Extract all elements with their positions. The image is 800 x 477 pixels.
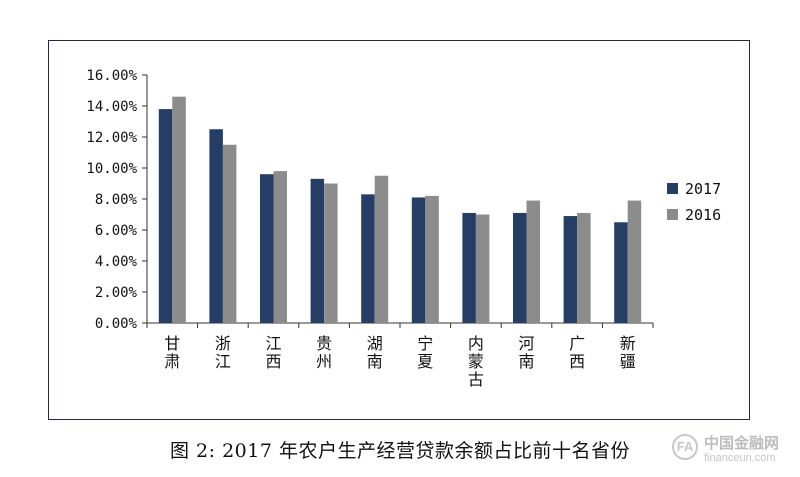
legend-swatch-2017	[667, 183, 678, 194]
category-label: 甘肃	[164, 334, 180, 371]
bar-2017-3	[260, 174, 274, 323]
watermark: FA 中国金融网 financeun.com	[672, 432, 792, 468]
category-label: 新疆	[620, 334, 636, 371]
bar-2016-5	[374, 175, 389, 323]
category-label: 河南	[518, 334, 534, 371]
bar-2016-1	[172, 96, 186, 323]
watermark-logo-icon: FA	[672, 434, 698, 460]
chart-frame: 0.00% 2.00% 4.00% 6.00% 8.00% 10.00% 12.00% 14.…	[48, 40, 750, 420]
bar-2016-7	[475, 214, 490, 323]
figure-caption: 图 2: 2017 年农户生产经营贷款余额占比前十名省份	[170, 440, 630, 462]
bar-2016-6	[425, 195, 439, 323]
bar-2017-4	[310, 178, 325, 323]
y-tick-label: 10.00%	[86, 161, 137, 177]
category-label: 广西	[569, 334, 585, 371]
bar-2017-10	[614, 222, 628, 323]
bar-chart: 0.00% 2.00% 4.00% 6.00% 8.00% 10.00% 12.00% 14.…	[86, 68, 721, 389]
y-tick-label: 16.00%	[86, 68, 137, 84]
bar-2017-5	[361, 194, 375, 323]
bar-2016-8	[526, 200, 540, 323]
legend-label: 2016	[685, 206, 721, 224]
y-tick-label: 12.00%	[86, 130, 137, 146]
y-tick-label: 0.00%	[95, 316, 138, 332]
watermark-name: 中国金融网	[704, 434, 780, 452]
category-label: 宁夏	[417, 334, 433, 371]
bar-2016-2	[222, 144, 237, 323]
bar-2016-10	[627, 200, 642, 323]
bar-2016-3	[273, 171, 287, 323]
y-tick-label: 2.00%	[95, 285, 138, 301]
y-tick-label: 6.00%	[95, 223, 138, 239]
category-label: 内蒙古	[468, 334, 484, 389]
bar-2017-1	[158, 109, 173, 323]
bar-2016-4	[324, 183, 338, 323]
watermark-url: financeun.com	[704, 452, 776, 464]
category-label: 浙江	[215, 334, 231, 371]
y-tick-label: 4.00%	[95, 254, 138, 270]
category-label: 湖南	[367, 334, 383, 371]
bar-2016-9	[577, 212, 591, 323]
bar-2017-6	[411, 197, 426, 323]
bar-2017-8	[513, 212, 527, 323]
y-tick-label: 14.00%	[86, 99, 137, 115]
y-tick-label: 8.00%	[95, 192, 138, 208]
legend-label: 2017	[685, 180, 721, 198]
legend-swatch-2016	[667, 209, 678, 220]
bar-2017-7	[462, 212, 476, 323]
bar-2017-2	[209, 129, 223, 323]
bar-2017-9	[563, 216, 578, 323]
category-label: 贵州	[316, 334, 332, 371]
category-label: 江西	[265, 334, 281, 371]
